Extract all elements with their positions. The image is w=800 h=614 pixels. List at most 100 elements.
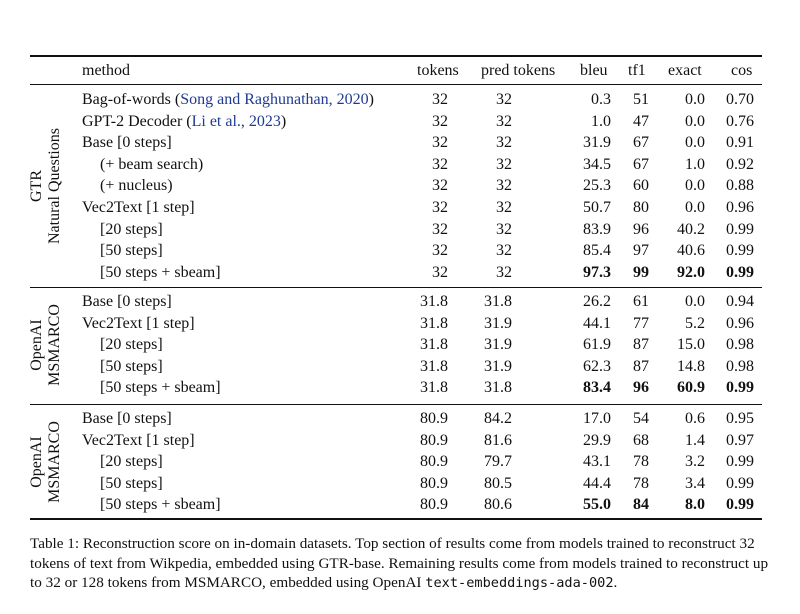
group-label-line: MSMARCO: [46, 421, 63, 503]
exact-cell: 40.6: [677, 242, 705, 260]
exact-cell: 0.0: [685, 293, 705, 310]
method-cell: Vec2Text [1 step]: [82, 430, 195, 451]
tf1-cell: 51: [633, 91, 649, 108]
exact-cell: 5.2: [685, 314, 705, 332]
method-name: Bag-of-words (: [82, 91, 181, 108]
top-rule: [30, 55, 762, 57]
tokens-cell: 80.9: [420, 496, 448, 514]
bleu-cell: 50.7: [583, 199, 611, 216]
tokens-cell: 32: [432, 91, 448, 108]
exact-cell: 15.0: [677, 336, 705, 354]
method-name: [50 steps]: [100, 474, 163, 492]
bleu-cell: 55.0: [583, 496, 611, 514]
group-label: OpenAI MSMARCO: [28, 408, 68, 516]
bleu-cell: 43.1: [583, 453, 611, 471]
method-name: (+ beam search): [100, 155, 204, 173]
exact-cell: 3.2: [685, 453, 705, 471]
tokens-cell: 32: [432, 155, 448, 173]
method-name: Base [0 steps]: [82, 410, 172, 427]
cos-cell: 0.88: [726, 177, 754, 195]
bleu-cell: 85.4: [583, 242, 611, 260]
cos-cell: 0.96: [726, 314, 754, 332]
method-cell: Base [0 steps]: [82, 132, 172, 153]
exact-cell: 1.4: [685, 431, 705, 449]
tf1-cell: 61: [633, 293, 649, 310]
cos-cell: 0.94: [726, 293, 754, 310]
tf1-cell: 77: [633, 314, 649, 332]
pred-cell: 31.8: [484, 379, 512, 397]
group-label-line: MSMARCO: [46, 304, 63, 386]
header-pred-tokens: pred tokens: [481, 62, 556, 79]
tf1-cell: 96: [633, 379, 649, 397]
group-label-line: OpenAI: [28, 319, 45, 371]
method-name-suffix: ): [280, 112, 287, 130]
bleu-cell: 0.3: [591, 91, 611, 108]
bleu-cell: 17.0: [583, 410, 611, 427]
exact-cell: 92.0: [677, 263, 705, 281]
group-label-line: Natural Questions: [46, 128, 64, 245]
method-cell: (+ nucleus): [100, 175, 173, 196]
tf1-cell: 60: [633, 177, 649, 195]
tf1-cell: 87: [633, 357, 649, 375]
bleu-cell: 31.9: [583, 134, 611, 152]
exact-cell: 60.9: [677, 379, 705, 397]
bottom-rule: [30, 518, 762, 520]
tf1-cell: 68: [633, 431, 649, 449]
cos-cell: 0.98: [726, 336, 754, 354]
tf1-cell: 78: [633, 453, 649, 471]
method-name: [20 steps]: [100, 453, 163, 471]
tokens-cell: 31.8: [420, 357, 448, 375]
method-cell: [50 steps]: [100, 356, 163, 377]
pred-cell: 80.5: [484, 474, 512, 492]
bleu-cell: 29.9: [583, 431, 611, 449]
pred-cell: 79.7: [484, 453, 512, 471]
pred-cell: 31.8: [484, 293, 512, 310]
method-cell: GPT-2 Decoder (Li et al., 2023): [82, 111, 286, 132]
header-tf1: tf1: [628, 62, 646, 79]
bleu-cell: 34.5: [583, 155, 611, 173]
exact-cell: 0.0: [685, 91, 705, 108]
exact-cell: 0.6: [685, 410, 705, 427]
method-name: [20 steps]: [100, 336, 163, 354]
method-name: (+ nucleus): [100, 177, 173, 195]
method-name: Base [0 steps]: [82, 293, 172, 310]
group-separator-rule: [30, 404, 762, 405]
pred-cell: 32: [496, 199, 512, 216]
bleu-cell: 62.3: [583, 357, 611, 375]
bleu-cell: 26.2: [583, 293, 611, 310]
tokens-cell: 31.8: [420, 336, 448, 354]
method-name: Base [0 steps]: [82, 134, 172, 152]
pred-cell: 84.2: [484, 410, 512, 427]
method-cell: (+ beam search): [100, 154, 203, 175]
bleu-cell: 97.3: [583, 263, 611, 281]
cos-cell: 0.96: [726, 199, 754, 216]
exact-cell: 0.0: [685, 134, 705, 152]
tokens-cell: 32: [432, 177, 448, 195]
method-cell: [50 steps + sbeam]: [100, 262, 221, 283]
citation-link[interactable]: Song and Raghunathan, 2020: [180, 91, 369, 108]
method-name: [50 steps]: [100, 242, 163, 260]
tokens-cell: 32: [432, 199, 448, 216]
bleu-cell: 44.4: [583, 474, 611, 492]
cos-cell: 0.92: [726, 155, 754, 173]
method-name: Vec2Text [1 step]: [82, 431, 195, 449]
tokens-cell: 80.9: [420, 474, 448, 492]
citation-link[interactable]: Li et al., 2023: [191, 112, 281, 130]
exact-cell: 0.0: [685, 177, 705, 195]
pred-cell: 32: [496, 220, 512, 238]
pred-cell: 32: [496, 177, 512, 195]
tokens-cell: 80.9: [420, 431, 448, 449]
method-name: [50 steps + sbeam]: [100, 496, 221, 514]
pred-cell: 32: [496, 263, 512, 281]
method-name: GPT-2 Decoder (: [82, 112, 192, 130]
tokens-cell: 31.8: [420, 314, 448, 332]
tf1-cell: 54: [633, 410, 649, 427]
tf1-cell: 84: [633, 496, 649, 514]
method-cell: Base [0 steps]: [82, 291, 172, 312]
tokens-cell: 32: [432, 242, 448, 260]
pred-cell: 32: [496, 134, 512, 152]
bleu-cell: 1.0: [591, 112, 611, 130]
group-label-line: GTR: [28, 170, 46, 203]
tf1-cell: 67: [633, 134, 649, 152]
cos-cell: 0.99: [726, 379, 754, 397]
